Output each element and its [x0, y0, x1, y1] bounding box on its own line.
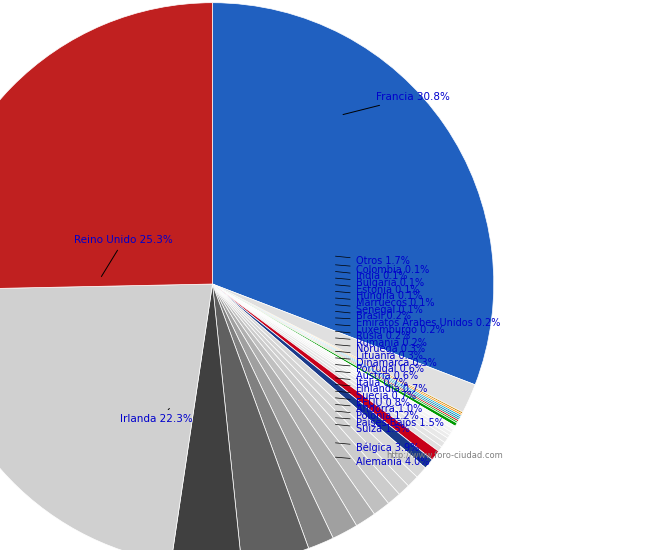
Wedge shape: [213, 284, 462, 415]
Text: Italia 0.7%: Italia 0.7%: [335, 378, 408, 388]
Wedge shape: [213, 284, 460, 419]
Wedge shape: [213, 284, 460, 420]
Text: Lituania 0.3%: Lituania 0.3%: [335, 351, 423, 361]
Wedge shape: [213, 284, 448, 443]
Wedge shape: [0, 284, 213, 550]
Wedge shape: [213, 284, 463, 414]
Text: Suecia 0.7%: Suecia 0.7%: [335, 391, 416, 401]
Wedge shape: [213, 284, 357, 538]
Text: Finlandia 0.7%: Finlandia 0.7%: [335, 384, 427, 394]
Text: Colombia 0.1%: Colombia 0.1%: [335, 265, 429, 274]
Wedge shape: [213, 284, 432, 468]
Text: Francia 30.8%: Francia 30.8%: [343, 92, 450, 114]
Text: Estonia 0.1%: Estonia 0.1%: [335, 285, 419, 295]
Text: Portugal 0.6%: Portugal 0.6%: [335, 365, 424, 375]
Text: Irlanda 22.3%: Irlanda 22.3%: [120, 409, 193, 424]
Wedge shape: [213, 284, 408, 494]
Text: Bélgica 3.9%: Bélgica 3.9%: [335, 442, 419, 453]
Text: Noruega 0.3%: Noruega 0.3%: [335, 344, 425, 355]
Text: Dinamarca 0.3%: Dinamarca 0.3%: [335, 358, 436, 368]
Text: India 0.1%: India 0.1%: [335, 271, 407, 282]
Text: Luxemburgo 0.2%: Luxemburgo 0.2%: [335, 324, 445, 334]
Wedge shape: [213, 284, 442, 452]
Wedge shape: [213, 284, 458, 423]
Text: http://www.foro-ciudad.com: http://www.foro-ciudad.com: [386, 451, 503, 460]
Text: Rusia 0.2%: Rusia 0.2%: [335, 331, 410, 341]
Wedge shape: [213, 284, 475, 412]
Text: Alemania 4.0%: Alemania 4.0%: [335, 457, 429, 467]
Wedge shape: [213, 284, 425, 477]
Text: Emiratos Arabes Unidos 0.2%: Emiratos Arabes Unidos 0.2%: [335, 318, 500, 328]
Wedge shape: [0, 3, 213, 290]
Wedge shape: [213, 284, 457, 426]
Wedge shape: [213, 284, 454, 432]
Wedge shape: [213, 284, 459, 422]
Wedge shape: [213, 284, 389, 514]
Text: Andorra 1.0%: Andorra 1.0%: [335, 404, 422, 414]
Wedge shape: [213, 284, 455, 429]
Text: Brasil 0.2%: Brasil 0.2%: [335, 311, 411, 321]
Text: Suiza 1.5%: Suiza 1.5%: [335, 424, 410, 434]
Text: Senegal 0.1%: Senegal 0.1%: [335, 305, 423, 315]
Text: EEUU 0.8%: EEUU 0.8%: [335, 398, 410, 408]
Text: Polonia 1.2%: Polonia 1.2%: [335, 411, 419, 421]
Text: Rumania 0.2%: Rumania 0.2%: [335, 338, 426, 348]
Text: Marruecos 0.1%: Marruecos 0.1%: [335, 298, 434, 308]
Text: Otros 1.7%: Otros 1.7%: [335, 256, 410, 266]
Wedge shape: [213, 284, 333, 548]
Wedge shape: [213, 284, 450, 438]
Wedge shape: [213, 284, 417, 486]
Wedge shape: [213, 284, 309, 550]
Text: Países Bajos 1.5%: Países Bajos 1.5%: [335, 417, 443, 428]
Wedge shape: [213, 284, 445, 447]
Text: Bulgaria 0.1%: Bulgaria 0.1%: [335, 278, 424, 288]
Wedge shape: [213, 284, 462, 417]
Text: Austria 0.6%: Austria 0.6%: [335, 371, 418, 381]
Text: Reino Unido 25.3%: Reino Unido 25.3%: [74, 235, 173, 277]
Wedge shape: [213, 284, 439, 460]
Text: Hungria 0.1%: Hungria 0.1%: [335, 292, 422, 301]
Text: Salou - Turistas extranjeros según país - Abril de 2024: Salou - Turistas extranjeros según país …: [118, 11, 532, 28]
Wedge shape: [213, 3, 494, 385]
Wedge shape: [213, 284, 374, 526]
Wedge shape: [213, 284, 399, 503]
Wedge shape: [213, 284, 452, 435]
Wedge shape: [171, 284, 242, 550]
